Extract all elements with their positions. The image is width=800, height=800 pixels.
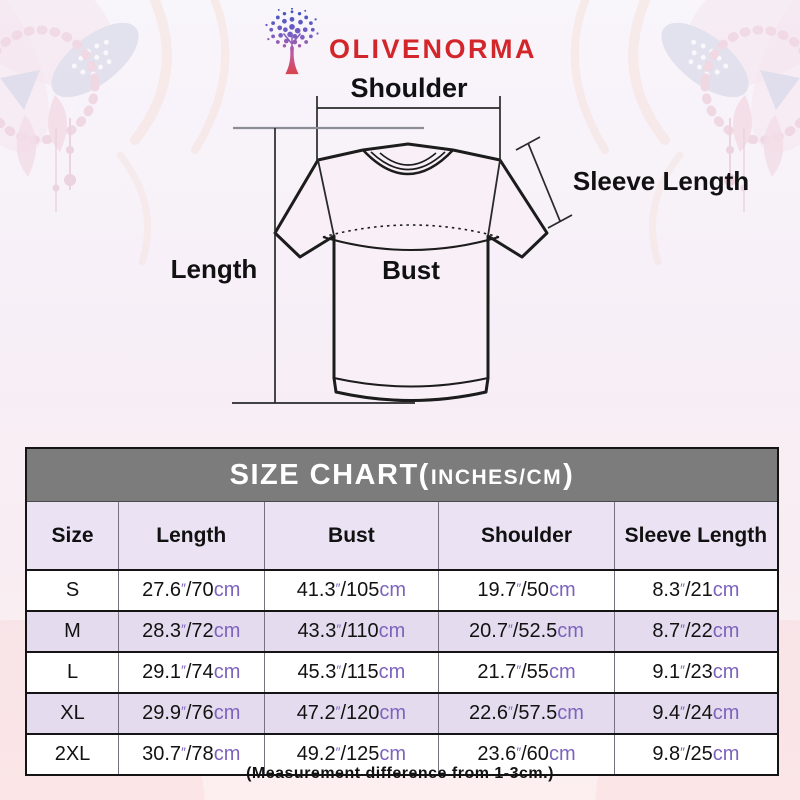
cell-shoulder: 21.7″/55cm xyxy=(438,652,615,694)
size-table-header-row: Size Length Bust Shoulder Sleeve Length xyxy=(27,502,777,571)
cell-sleeve-length: 9.8″/25cm xyxy=(613,734,777,774)
column-header-bust: Bust xyxy=(263,502,439,571)
cell-size: M xyxy=(27,611,119,653)
cell-shoulder: 19.7″/50cm xyxy=(438,570,615,612)
cell-bust: 41.3″/105cm xyxy=(263,570,439,612)
cell-length: 29.1″/74cm xyxy=(118,652,264,694)
cell-bust: 47.2″/120cm xyxy=(263,693,439,735)
cell-sleeve-length: 8.3″/21cm xyxy=(613,570,777,612)
cell-size: 2XL xyxy=(27,734,119,774)
cell-length: 30.7″/78cm xyxy=(118,734,264,774)
diagram-length-label: Length xyxy=(171,254,258,284)
size-chart-title-band: SIZE CHART(INCHES/CM) xyxy=(27,449,777,502)
cell-bust: 45.3″/115cm xyxy=(263,652,439,694)
cell-length: 29.9″/76cm xyxy=(118,693,264,735)
diagram-shoulder-label: Shoulder xyxy=(350,73,467,103)
cell-length: 28.3″/72cm xyxy=(118,611,264,653)
column-header-size: Size xyxy=(27,502,119,571)
table-row-m: M 28.3″/72cm 43.3″/110cm 20.7″/52.5cm 8.… xyxy=(27,611,777,653)
cell-shoulder: 23.6″/60cm xyxy=(438,734,615,774)
shirt-measurement-diagram: Shoulder Sleeve Length Length Bust xyxy=(171,73,749,404)
cell-sleeve-length: 9.4″/24cm xyxy=(613,693,777,735)
cell-shoulder: 20.7″/52.5cm xyxy=(438,611,615,653)
cell-bust: 49.2″/125cm xyxy=(263,734,439,774)
table-row-s: S 27.6″/70cm 41.3″/105cm 19.7″/50cm 8.3″… xyxy=(27,570,777,612)
cell-shoulder: 22.6″/57.5cm xyxy=(438,693,615,735)
table-row-l: L 29.1″/74cm 45.3″/115cm 21.7″/55cm 9.1″… xyxy=(27,652,777,694)
column-header-length: Length xyxy=(118,502,264,571)
cell-sleeve-length: 9.1″/23cm xyxy=(613,652,777,694)
diagram-sleeve-length-label: Sleeve Length xyxy=(573,166,749,196)
size-chart-title: SIZE CHART(INCHES/CM) xyxy=(229,458,575,491)
diagram-bust-label: Bust xyxy=(382,255,440,285)
cell-sleeve-length: 8.7″/22cm xyxy=(613,611,777,653)
table-row-2xl: 2XL 30.7″/78cm 49.2″/125cm 23.6″/60cm 9.… xyxy=(27,734,777,774)
size-table: Size Length Bust Shoulder Sleeve Length … xyxy=(27,502,777,774)
cell-size: L xyxy=(27,652,119,694)
brand-name: OLIVENORMA xyxy=(328,33,537,64)
cell-bust: 43.3″/110cm xyxy=(263,611,439,653)
tree-logo-icon xyxy=(265,8,319,75)
brand-logo: OLIVENORMA xyxy=(0,8,800,76)
cell-size: XL xyxy=(27,693,119,735)
cell-size: S xyxy=(27,570,119,612)
column-header-shoulder: Shoulder xyxy=(438,502,615,571)
column-header-sleeve-length: Sleeve Length xyxy=(613,502,777,571)
table-row-xl: XL 29.9″/76cm 47.2″/120cm 22.6″/57.5cm 9… xyxy=(27,693,777,735)
cell-length: 27.6″/70cm xyxy=(118,570,264,612)
size-chart: SIZE CHART(INCHES/CM) Size Length Bust S… xyxy=(25,447,779,776)
measurement-note: (Measurement difference from 1-3cm.) xyxy=(246,765,554,782)
